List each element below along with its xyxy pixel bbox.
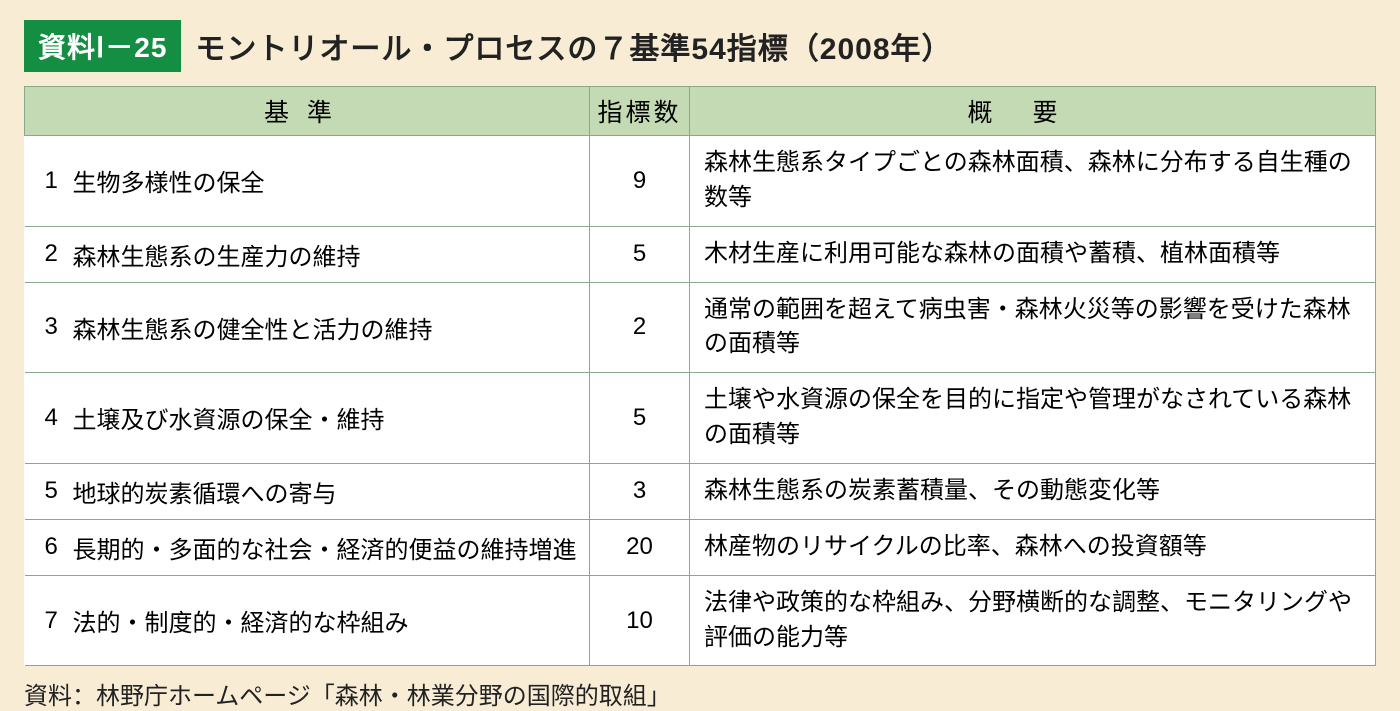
col-header-count: 指標数 xyxy=(590,87,690,136)
table-row: 5地球的炭素循環への寄与3森林生態系の炭素蓄積量、その動態変化等 xyxy=(25,463,1376,519)
criteria-text: 長期的・多面的な社会・経済的便益の維持増進 xyxy=(73,530,577,565)
table-row: 7法的・制度的・経済的な枠組み10法律や政策的な枠組み、分野横断的な調整、モニタ… xyxy=(25,575,1376,666)
cell-criteria: 3森林生態系の健全性と活力の維持 xyxy=(25,282,590,373)
cell-count: 5 xyxy=(590,373,690,464)
criteria-table: 基準 指標数 概要 1生物多様性の保全9森林生態系タイプごとの森林面積、森林に分… xyxy=(24,86,1376,666)
cell-summary: 法律や政策的な枠組み、分野横断的な調整、モニタリングや評価の能力等 xyxy=(690,575,1376,666)
row-number: 4 xyxy=(45,404,73,432)
figure-title: モントリオール・プロセスの７基準54指標（2008年） xyxy=(195,24,952,68)
table-row: 6長期的・多面的な社会・経済的便益の維持増進20林産物のリサイクルの比率、森林へ… xyxy=(25,519,1376,575)
cell-summary: 森林生態系タイプごとの森林面積、森林に分布する自生種の数等 xyxy=(690,136,1376,227)
cell-summary: 林産物のリサイクルの比率、森林への投資額等 xyxy=(690,519,1376,575)
criteria-text: 森林生態系の健全性と活力の維持 xyxy=(73,310,433,345)
cell-count: 3 xyxy=(590,463,690,519)
title-row: 資料Ⅰ－25 モントリオール・プロセスの７基準54指標（2008年） xyxy=(24,20,1376,72)
cell-count: 10 xyxy=(590,575,690,666)
row-number: 7 xyxy=(45,607,73,635)
table-row: 2森林生態系の生産力の維持5木材生産に利用可能な森林の面積や蓄積、植林面積等 xyxy=(25,226,1376,282)
cell-criteria: 5地球的炭素循環への寄与 xyxy=(25,463,590,519)
source-note: 資料：林野庁ホームページ「森林・林業分野の国際的取組」 xyxy=(24,676,1376,711)
cell-summary: 通常の範囲を超えて病虫害・森林火災等の影響を受けた森林の面積等 xyxy=(690,282,1376,373)
cell-summary: 木材生産に利用可能な森林の面積や蓄積、植林面積等 xyxy=(690,226,1376,282)
cell-summary: 森林生態系の炭素蓄積量、その動態変化等 xyxy=(690,463,1376,519)
table-header-row: 基準 指標数 概要 xyxy=(25,87,1376,136)
cell-criteria: 7法的・制度的・経済的な枠組み xyxy=(25,575,590,666)
col-header-criteria: 基準 xyxy=(25,87,590,136)
cell-criteria: 2森林生態系の生産力の維持 xyxy=(25,226,590,282)
table-row: 1生物多様性の保全9森林生態系タイプごとの森林面積、森林に分布する自生種の数等 xyxy=(25,136,1376,227)
criteria-text: 森林生態系の生産力の維持 xyxy=(73,237,361,272)
row-number: 2 xyxy=(45,240,73,268)
cell-criteria: 6長期的・多面的な社会・経済的便益の維持増進 xyxy=(25,519,590,575)
criteria-text: 地球的炭素循環への寄与 xyxy=(73,474,337,509)
criteria-text: 土壌及び水資源の保全・維持 xyxy=(73,400,385,435)
cell-criteria: 1生物多様性の保全 xyxy=(25,136,590,227)
cell-summary: 土壌や水資源の保全を目的に指定や管理がなされている森林の面積等 xyxy=(690,373,1376,464)
row-number: 1 xyxy=(45,167,73,195)
cell-criteria: 4土壌及び水資源の保全・維持 xyxy=(25,373,590,464)
cell-count: 20 xyxy=(590,519,690,575)
cell-count: 2 xyxy=(590,282,690,373)
row-number: 3 xyxy=(45,313,73,341)
row-number: 5 xyxy=(45,477,73,505)
figure-badge: 資料Ⅰ－25 xyxy=(24,20,181,72)
row-number: 6 xyxy=(45,533,73,561)
cell-count: 9 xyxy=(590,136,690,227)
col-header-summary: 概要 xyxy=(690,87,1376,136)
cell-count: 5 xyxy=(590,226,690,282)
criteria-text: 生物多様性の保全 xyxy=(73,163,265,198)
criteria-text: 法的・制度的・経済的な枠組み xyxy=(73,603,409,638)
table-row: 4土壌及び水資源の保全・維持5土壌や水資源の保全を目的に指定や管理がなされている… xyxy=(25,373,1376,464)
table-row: 3森林生態系の健全性と活力の維持2通常の範囲を超えて病虫害・森林火災等の影響を受… xyxy=(25,282,1376,373)
